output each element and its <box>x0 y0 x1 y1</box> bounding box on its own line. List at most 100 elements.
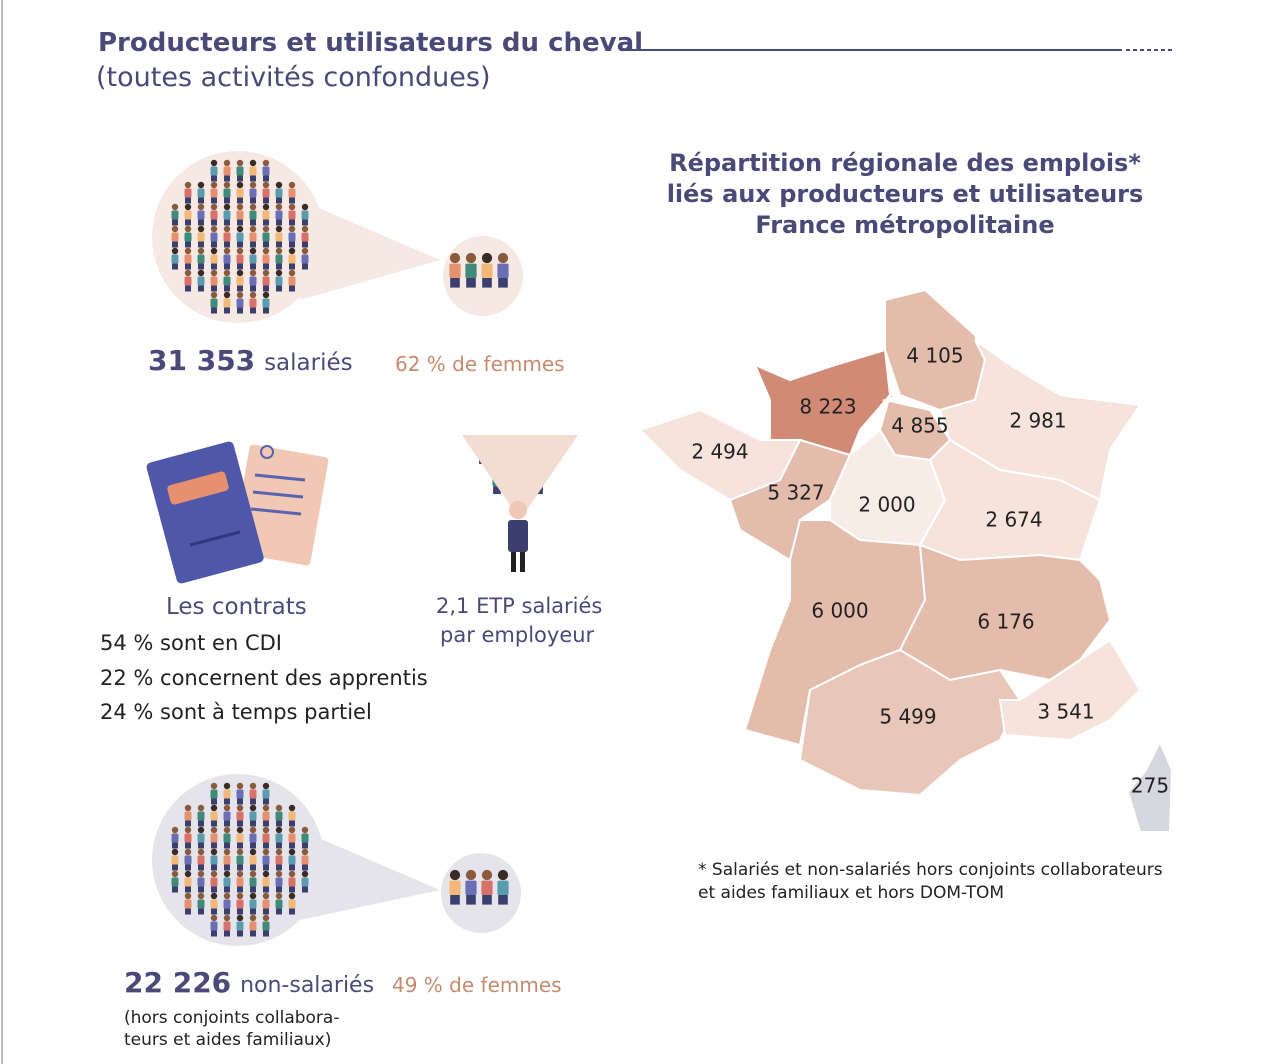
person-part <box>184 877 192 887</box>
person-part <box>184 181 192 189</box>
person-part <box>172 886 178 893</box>
person-part <box>288 848 296 856</box>
person-part <box>275 826 283 834</box>
person-part <box>262 826 270 834</box>
person-part <box>262 210 270 220</box>
non-salaries-note: teurs et aides familiaux) <box>124 1030 332 1050</box>
person-part <box>302 864 308 871</box>
person-part <box>263 842 269 849</box>
person-part <box>224 820 230 827</box>
person-part <box>301 247 309 255</box>
person-part <box>224 241 230 248</box>
person-part <box>224 175 230 182</box>
person-part <box>198 219 204 226</box>
person-part <box>249 159 257 167</box>
person-part <box>223 276 231 286</box>
person-part <box>210 921 218 931</box>
person-part <box>250 908 256 915</box>
person-part <box>211 219 217 226</box>
person-part <box>223 870 231 878</box>
person-part <box>289 263 295 270</box>
person-part <box>481 252 493 264</box>
person-part <box>289 241 295 248</box>
person-part <box>275 811 283 821</box>
non-salaries-count: 22 226 <box>124 966 232 999</box>
person-part <box>275 870 283 878</box>
person-part <box>236 899 244 909</box>
person-part <box>237 820 243 827</box>
person-part <box>263 886 269 893</box>
person-part <box>493 486 501 495</box>
person-part <box>250 285 256 292</box>
person-part <box>236 870 244 878</box>
person-part <box>184 892 192 900</box>
person-part <box>262 276 270 286</box>
person-part <box>249 166 257 176</box>
person-part <box>275 269 283 277</box>
person-part <box>223 225 231 233</box>
person-part <box>223 782 231 790</box>
person-part <box>223 269 231 277</box>
person-part <box>288 254 296 264</box>
person-part <box>275 247 283 255</box>
person-part <box>275 804 283 812</box>
person-part <box>498 895 508 905</box>
person-part <box>223 188 231 198</box>
person-part <box>250 820 256 827</box>
person-part <box>184 210 192 220</box>
person-part <box>262 789 270 799</box>
person-part <box>263 908 269 915</box>
contracts-icon <box>146 441 329 584</box>
person-part <box>236 877 244 887</box>
person-part <box>210 826 218 834</box>
person-part <box>497 869 509 881</box>
person-part <box>263 175 269 182</box>
region <box>1126 739 1174 833</box>
person-part <box>237 219 243 226</box>
person-part <box>197 855 205 865</box>
etp-person <box>508 501 528 572</box>
person-part <box>250 798 256 805</box>
person-part <box>498 278 508 288</box>
person-part <box>275 203 283 211</box>
person-part <box>262 921 270 931</box>
person-part <box>223 921 231 931</box>
person-part <box>223 848 231 856</box>
person-part <box>223 159 231 167</box>
person-part <box>198 842 204 849</box>
person-part <box>288 181 296 189</box>
non-salaries-label: non-salariés <box>240 973 375 998</box>
person-part <box>184 269 192 277</box>
person-part <box>171 247 179 255</box>
person-part <box>185 197 191 204</box>
person-part <box>224 263 230 270</box>
salaries-figure: 31 353 salariés <box>148 344 353 377</box>
person-part <box>263 864 269 871</box>
person-part <box>301 877 309 887</box>
person-part <box>249 269 257 277</box>
person-part <box>197 254 205 264</box>
person-part <box>223 789 231 799</box>
person-part <box>301 826 309 834</box>
region-label: 6 000 <box>811 599 868 623</box>
person-part <box>223 166 231 176</box>
person-part <box>249 833 257 843</box>
region-label: 6 176 <box>977 610 1034 634</box>
person-part <box>184 232 192 242</box>
person-part <box>250 842 256 849</box>
map-title-line: liés aux producteurs et utilisateurs <box>666 180 1144 208</box>
person-part <box>223 254 231 264</box>
person-part <box>249 276 257 286</box>
region-label: 275 <box>1131 774 1169 798</box>
person-part <box>302 241 308 248</box>
person-part <box>262 804 270 812</box>
person-part <box>184 833 192 843</box>
person-part <box>288 899 296 909</box>
person-part <box>224 219 230 226</box>
person-part <box>465 869 477 881</box>
person-part <box>185 285 191 292</box>
person-part <box>171 870 179 878</box>
person-part <box>185 263 191 270</box>
person-part <box>236 811 244 821</box>
person-part <box>224 285 230 292</box>
